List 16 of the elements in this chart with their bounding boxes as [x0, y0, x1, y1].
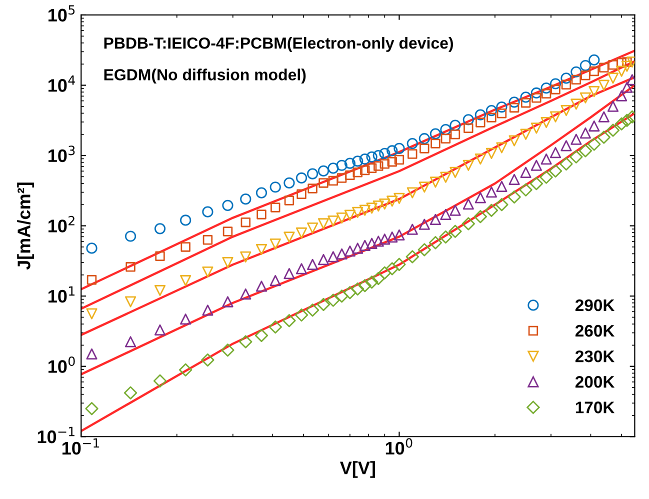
annotation: EGDM(No diffusion model)	[104, 68, 306, 84]
annotation: PBDB-T:IEICO-4F:PCBM(Electron-only device)	[104, 37, 453, 52]
legend-label: 290K	[575, 299, 615, 312]
legend-label: 260K	[575, 324, 615, 337]
y-tick-label: 10$^{4}$	[48, 76, 75, 92]
y-tick-label: 10$^{3}$	[48, 146, 75, 162]
y-axis-title: J[mA/cm²]	[17, 182, 34, 270]
legend-label: 230K	[575, 350, 615, 362]
y-tick-label: 10$^{1}$	[48, 286, 75, 303]
y-tick-label: 10$^{−1}$	[38, 426, 74, 444]
y-tick-label: 10$^{0}$	[48, 356, 75, 373]
y-tick-label: 10$^{2}$	[48, 216, 74, 232]
legend-label: 170K	[576, 402, 615, 414]
y-tick-label: 10$^{5}$	[48, 5, 75, 22]
x-axis-title: V[V]	[340, 461, 375, 478]
legend-label: 200K	[575, 376, 615, 388]
